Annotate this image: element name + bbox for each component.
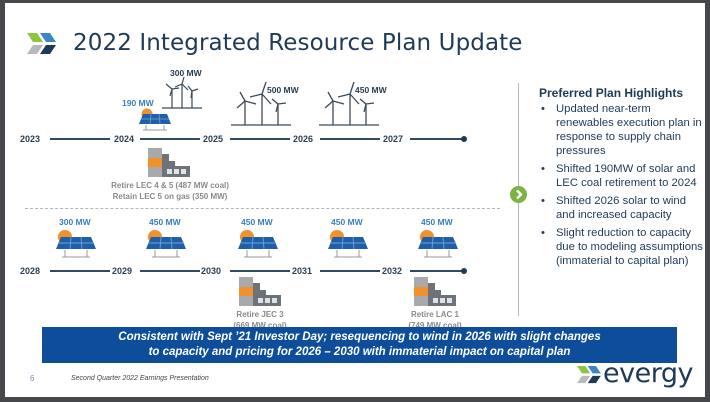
- summary-banner: Consistent with Sept ’21 Investor Day; r…: [42, 327, 677, 363]
- solar-panel-icon: [238, 230, 278, 258]
- footer-text: Second Quarter 2022 Earnings Presentatio…: [71, 375, 209, 382]
- year-label: 2023: [20, 134, 41, 144]
- solar-panel-icon: [56, 230, 96, 258]
- timeline-segment: [410, 138, 465, 140]
- year-label: 2030: [201, 266, 222, 276]
- year-label: 2027: [383, 134, 404, 144]
- timeline-segment: [50, 270, 110, 272]
- retirement-note: Retire JEC 3 (669 MW coal): [233, 310, 287, 330]
- solar-capacity-label: 450 MW: [241, 217, 273, 227]
- wind-capacity-label: 450 MW: [355, 85, 387, 95]
- timeline-segment: [50, 138, 110, 140]
- timeline-segment: [320, 270, 380, 272]
- timeline-segment: [410, 270, 465, 272]
- page-title: 2022 Integrated Resource Plan Update: [73, 30, 523, 56]
- solar-capacity-label: 450 MW: [331, 217, 363, 227]
- page-number: 6: [30, 374, 35, 383]
- solar-panel-icon: [139, 108, 171, 131]
- chevron-right-icon: [510, 186, 527, 203]
- coal-plant-icon: [239, 277, 281, 306]
- timeline-segment: [140, 270, 200, 272]
- solar-capacity-label: 450 MW: [149, 217, 181, 227]
- solar-panel-icon: [146, 230, 186, 258]
- brand-wordmark: evergy: [603, 358, 693, 389]
- list-item: • Updated near-term renewables execution …: [541, 103, 702, 157]
- coal-plant-icon: [148, 148, 190, 177]
- year-label: 2024: [114, 134, 135, 144]
- timeline-end-dot: [461, 268, 467, 274]
- list-item: • Shifted 2026 solar to wind and increase…: [541, 195, 686, 221]
- retirement-note: Retire LAC 1 (749 MW coal): [408, 310, 462, 330]
- solar-capacity-label: 300 MW: [59, 217, 91, 227]
- timeline-segment: [320, 138, 380, 140]
- wind-turbines-icon: [319, 81, 379, 126]
- evergy-logo-mark-icon: [577, 366, 601, 384]
- wind-capacity-label: 500 MW: [267, 85, 299, 95]
- year-label: 2031: [292, 266, 313, 276]
- timeline-segment: [140, 138, 200, 140]
- timeline-segment: [230, 138, 290, 140]
- coal-plant-icon: [414, 277, 456, 306]
- year-label: 2032: [382, 266, 403, 276]
- list-item: • Slight reduction to capacity due to mod…: [541, 227, 703, 267]
- year-label: 2026: [293, 134, 314, 144]
- wind-turbines-icon: [162, 77, 202, 109]
- solar-capacity-label: 450 MW: [421, 217, 453, 227]
- solar-panel-icon: [418, 230, 458, 258]
- wind-capacity-label: 300 MW: [170, 68, 202, 78]
- highlights-title: Preferred Plan Highlights: [539, 86, 684, 100]
- highlights-list: • Updated near-term renewables execution …: [539, 102, 704, 272]
- year-label: 2028: [20, 266, 41, 276]
- section-divider: [25, 208, 500, 209]
- solar-capacity-label: 190 MW: [122, 98, 154, 108]
- year-label: 2025: [203, 134, 224, 144]
- slide: 2022 Integrated Resource Plan Update 202…: [5, 3, 705, 397]
- retirement-note: Retire LEC 4 & 5 (487 MW coal) Retain LE…: [111, 181, 229, 201]
- evergy-logo-mark-icon: [27, 33, 56, 54]
- list-item: • Shifted 190MW of solar and LEC coal ret…: [541, 163, 697, 189]
- year-label: 2029: [112, 266, 133, 276]
- timeline-end-dot: [461, 136, 467, 142]
- timeline-segment: [230, 270, 290, 272]
- solar-panel-icon: [328, 230, 368, 258]
- wind-turbines-icon: [231, 81, 291, 126]
